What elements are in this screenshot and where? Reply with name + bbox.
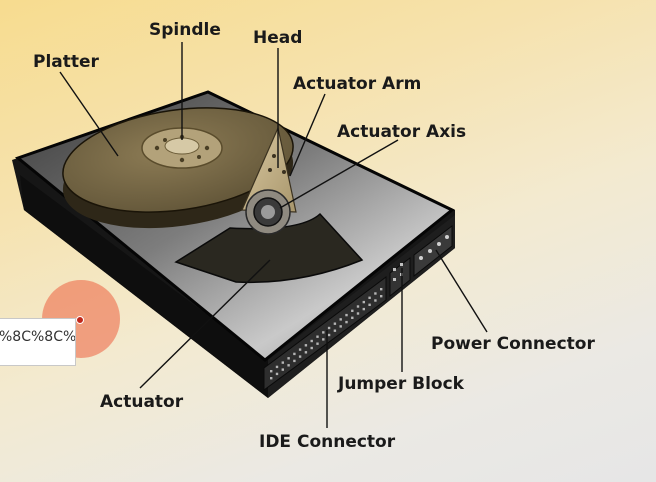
label-actuator-axis: Actuator Axis — [337, 122, 466, 142]
platter-disk — [62, 107, 294, 229]
mouse-cursor-icon — [76, 316, 84, 324]
label-power-connector: Power Connector — [431, 334, 595, 354]
tooltip-box: %8C%8C% — [0, 318, 76, 366]
label-ide-connector: IDE Connector — [259, 432, 396, 452]
label-jumper-block: Jumper Block — [337, 374, 465, 394]
tooltip-text: %8C%8C% — [0, 329, 76, 345]
label-actuator-arm: Actuator Arm — [293, 74, 421, 94]
actuator-axis-pivot — [245, 189, 291, 235]
label-platter: Platter — [33, 52, 100, 72]
label-head: Head — [253, 28, 302, 48]
spindle-hub — [141, 127, 223, 169]
power-connector-pins — [413, 224, 453, 278]
label-spindle: Spindle — [149, 20, 221, 40]
leader-lines — [59, 42, 488, 428]
label-actuator: Actuator — [100, 392, 184, 412]
ide-connector-pins — [263, 276, 387, 391]
